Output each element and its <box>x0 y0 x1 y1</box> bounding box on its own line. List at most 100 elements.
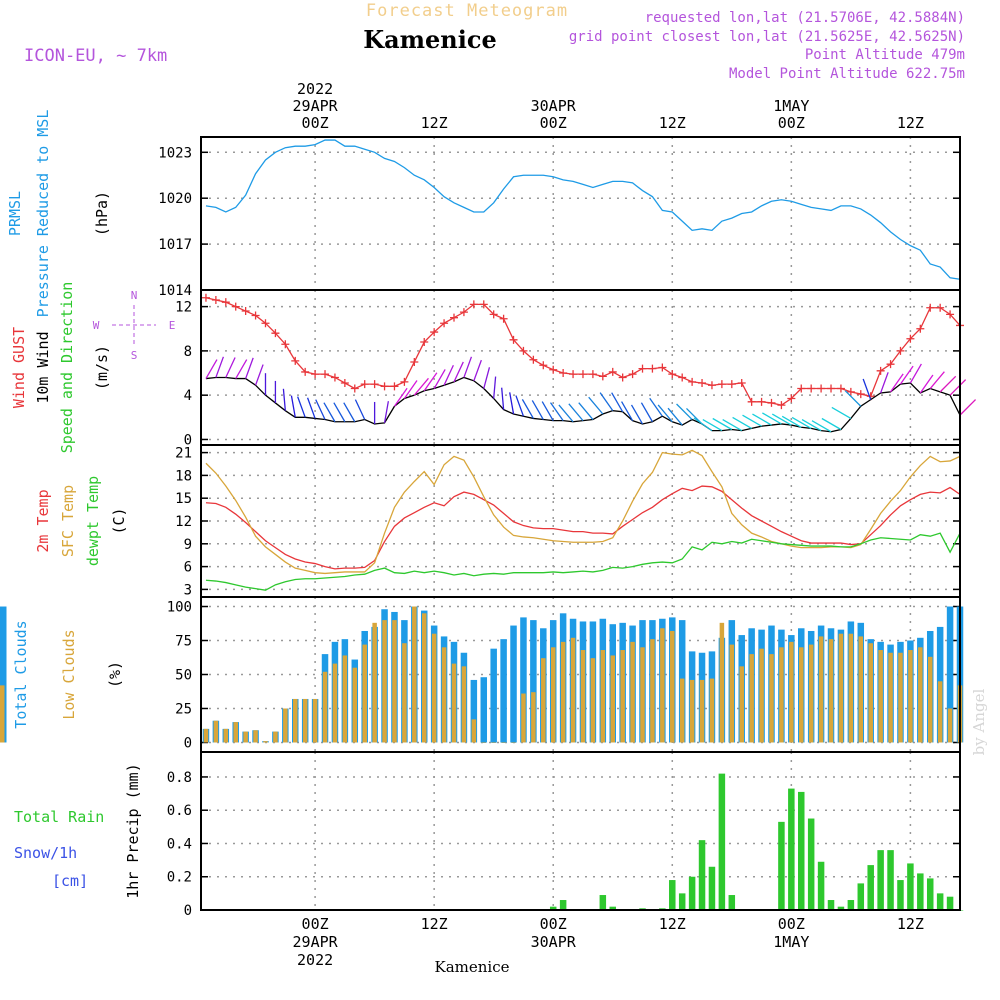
side-label: Wind GUST <box>10 327 28 408</box>
total-rain-bar <box>917 873 924 910</box>
y-tick-label: 8 <box>184 344 192 360</box>
compass-w: W <box>93 319 100 332</box>
gust-marker <box>519 346 528 355</box>
low-clouds-bar <box>531 692 536 743</box>
total-rain-bar <box>897 880 904 910</box>
side-label: 2m Temp <box>34 489 52 552</box>
wind-barb <box>215 356 225 378</box>
gust-marker <box>499 314 508 323</box>
y-tick-label: 4 <box>184 388 192 404</box>
gust-marker <box>311 370 320 379</box>
wind-barb <box>732 416 752 429</box>
gust-marker <box>360 380 369 389</box>
model-altitude: Model Point Altitude 622.75m <box>729 66 965 82</box>
wind-barb <box>791 416 812 429</box>
total-rain-bar <box>946 896 954 910</box>
total-rain-bar <box>599 895 607 910</box>
gust-marker <box>380 382 389 391</box>
wind-barb <box>501 387 505 410</box>
wind-barb <box>742 414 762 427</box>
total-rain-bar <box>559 900 567 910</box>
wind-barb <box>588 396 604 415</box>
gust-marker <box>608 367 617 376</box>
y-tick-label: 0 <box>184 903 192 919</box>
gust-marker <box>410 357 419 366</box>
wind-barb <box>801 419 822 432</box>
low-clouds-bar <box>769 654 774 743</box>
top-time-label: 12Z <box>659 114 686 132</box>
low-clouds-bar <box>640 647 645 743</box>
low-clouds-bar <box>431 633 437 743</box>
gust-marker <box>727 380 736 389</box>
low-clouds-bar <box>441 647 447 743</box>
total-rain-bar <box>708 866 716 910</box>
gust-marker <box>876 366 885 375</box>
y-tick-label: 0 <box>184 735 192 751</box>
gust-marker <box>707 381 716 390</box>
low-clouds-bar <box>550 647 556 743</box>
side-label: Pressure Reduced to MSL <box>34 110 52 318</box>
gust-marker <box>489 310 498 319</box>
total-rain-bar <box>688 876 696 910</box>
low-clouds-bar <box>610 655 615 743</box>
y-tick-label: 21 <box>175 446 192 462</box>
gust-marker <box>698 379 707 387</box>
gust-marker <box>628 370 637 379</box>
low-clouds-bar <box>888 652 893 743</box>
wind-barb <box>306 397 316 419</box>
wind-barb <box>949 379 967 396</box>
supertitle: Forecast Meteogram <box>366 1 568 21</box>
gust-marker <box>479 300 488 309</box>
low-clouds-bar <box>759 648 764 743</box>
total-rain-bar <box>887 850 894 910</box>
low-clouds-bar <box>412 606 417 743</box>
side-label: Snow/1h <box>14 844 77 862</box>
low-clouds-bar <box>253 730 258 743</box>
low-clouds-bar <box>789 641 794 743</box>
wind-barb <box>909 363 922 384</box>
wind-barb <box>343 402 356 423</box>
low-clouds-bar <box>709 678 715 743</box>
low-clouds-bar <box>689 679 695 743</box>
side-label: (m/s) <box>93 345 111 390</box>
side-label: 10m Wind <box>34 331 52 403</box>
gust-marker <box>301 367 310 376</box>
wind-barb <box>621 401 634 421</box>
panel-frame <box>200 289 961 446</box>
gust-marker <box>201 293 210 302</box>
gust-marker <box>856 390 865 399</box>
gust-marker <box>370 380 379 389</box>
wind-barb <box>890 373 904 393</box>
y-tick-label: 0.4 <box>167 836 192 852</box>
wind-barb <box>762 412 782 425</box>
wind-barb <box>844 390 862 407</box>
y-tick-label: 6 <box>184 560 192 576</box>
total-rain-bar <box>698 840 706 910</box>
y-tick-label: 50 <box>175 668 192 684</box>
gust-marker <box>231 302 240 311</box>
low-clouds-bar <box>679 678 685 743</box>
wind-barb <box>483 367 491 389</box>
gust-marker <box>936 303 945 312</box>
side-label: Speed and Direction <box>58 282 76 454</box>
total-rain-bar <box>936 893 944 910</box>
gust-marker <box>836 384 845 393</box>
bottom-time-label: 00Z <box>540 915 567 933</box>
wind-barb <box>515 395 525 417</box>
side-label: (hPa) <box>93 191 111 236</box>
gust-marker <box>688 377 697 386</box>
low-clouds-bar <box>808 644 814 743</box>
wind-barb <box>929 371 945 389</box>
gust-marker <box>440 319 449 328</box>
bottom-time-label: 12Z <box>421 915 448 933</box>
low-clouds-bar <box>719 622 725 743</box>
model-label: ICON-EU, ~ 7km <box>24 46 167 66</box>
gust-marker <box>340 379 349 387</box>
gust-marker <box>549 365 558 374</box>
wind-barb <box>558 404 574 423</box>
total-clouds-bar <box>530 620 537 743</box>
gust-marker <box>787 394 796 403</box>
gust-marker <box>559 369 568 378</box>
bottom-time-label: 00Z <box>302 915 329 933</box>
y-tick-label: 15 <box>175 491 192 507</box>
